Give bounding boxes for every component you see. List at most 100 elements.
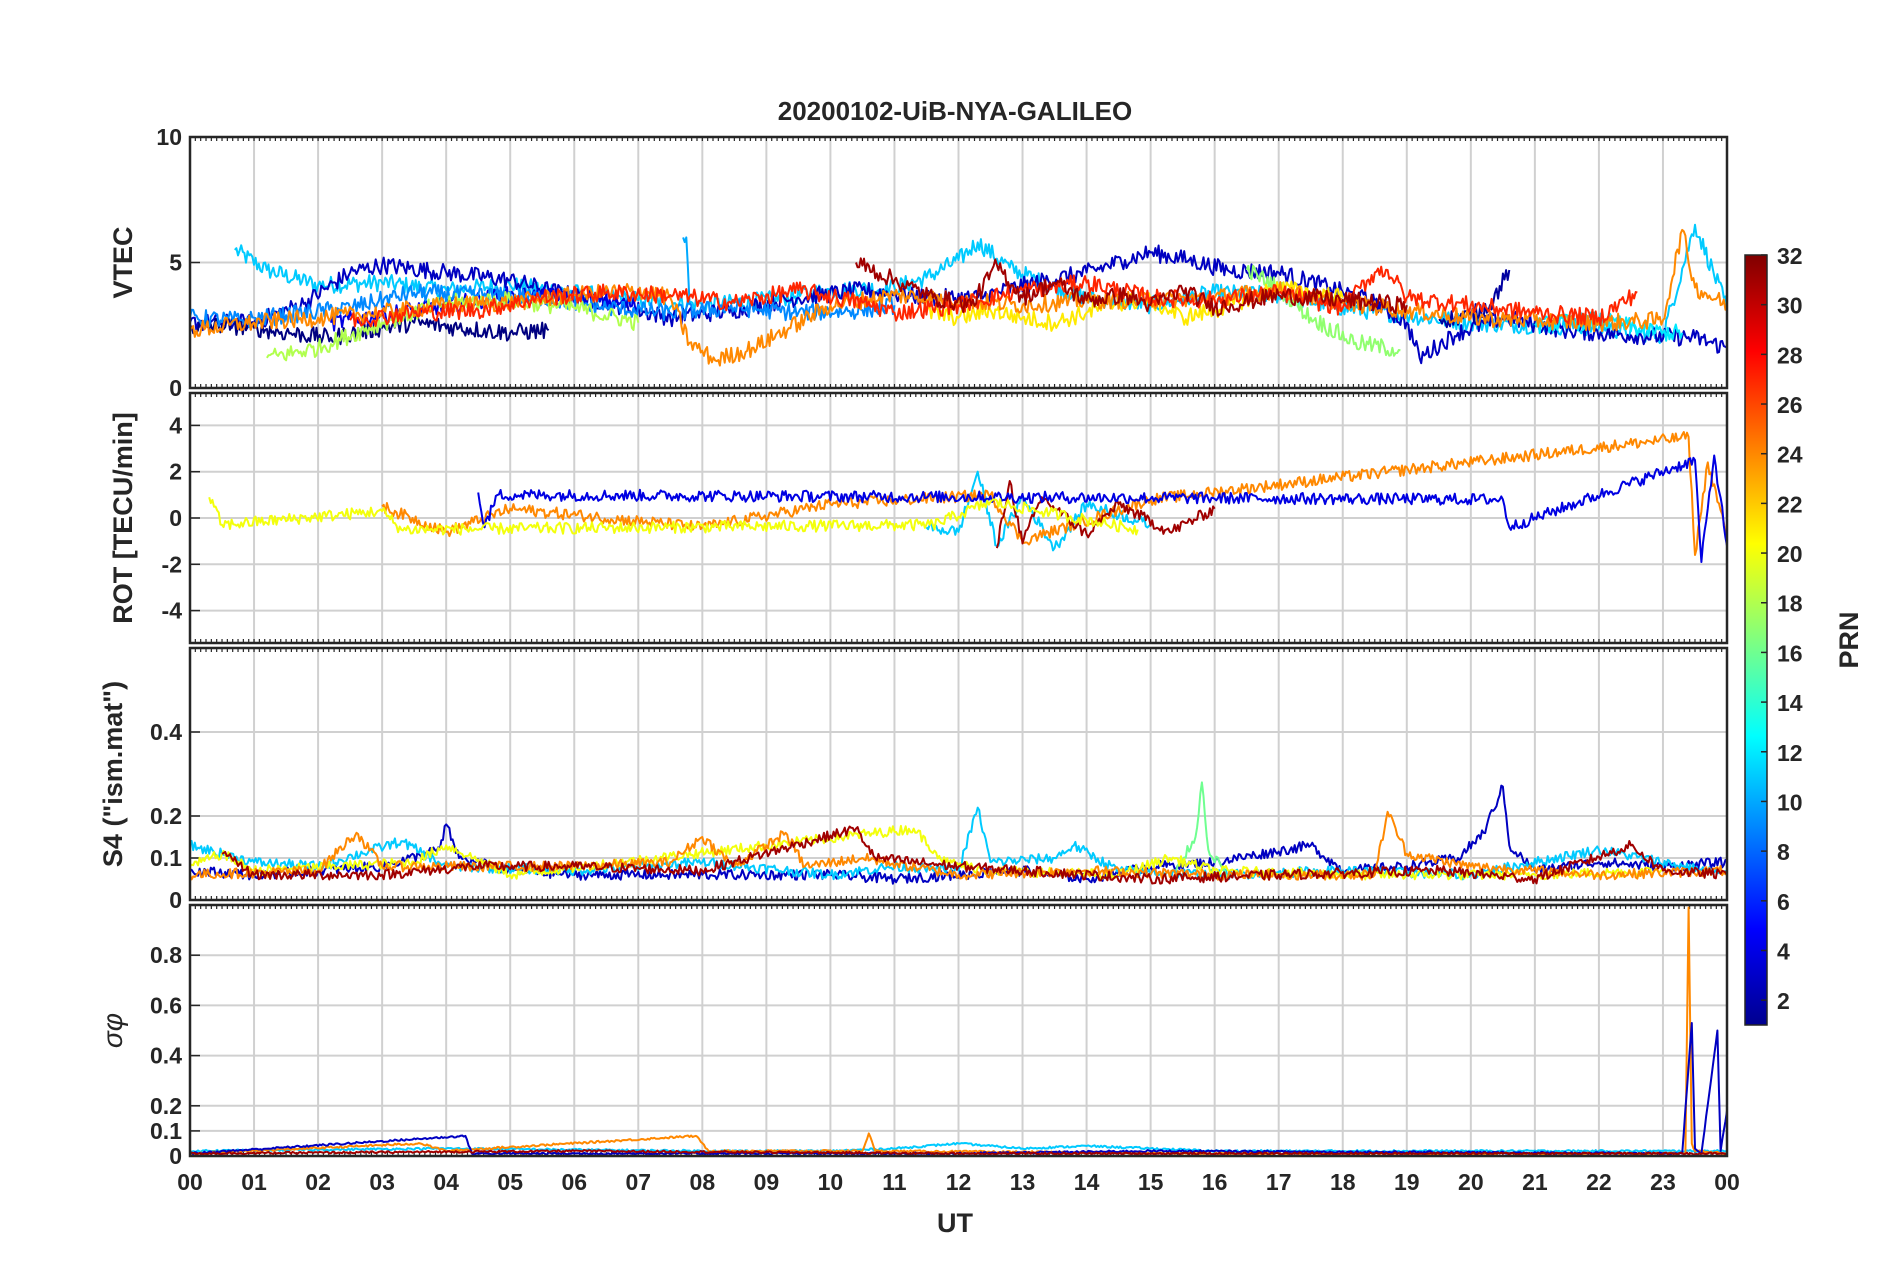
chart-title: 20200102-UiB-NYA-GALILEO: [778, 96, 1133, 126]
series-prn-31: [190, 1149, 1727, 1156]
y-tick-label: 0.6: [150, 992, 182, 1018]
x-tick-label: 14: [1074, 1169, 1100, 1195]
colorbar-tick-label: 22: [1777, 491, 1803, 517]
series-prn-31: [995, 480, 1216, 549]
y-tick-label: -4: [162, 598, 183, 624]
series-prn-11: [234, 223, 1727, 344]
series-prn-4: [477, 454, 1727, 563]
panel-s4: 0 0.1 0.2 0.4 S4 ("ism.mat"): [98, 646, 1729, 913]
traces: [190, 906, 1727, 1156]
x-tick-label: 03: [369, 1169, 395, 1195]
y-tick-label: 2: [169, 459, 182, 485]
colorbar-tick-label: 24: [1777, 442, 1803, 468]
y-tick-label: 0.1: [150, 845, 182, 871]
x-tick-label: 17: [1266, 1169, 1292, 1195]
colorbar-tick-label: 30: [1777, 293, 1803, 319]
y-tick-label: 0: [169, 375, 182, 401]
x-tick-label: 09: [754, 1169, 780, 1195]
x-tick-label: 02: [305, 1169, 331, 1195]
x-tick-label: 00: [1714, 1169, 1740, 1195]
y-tick-label: 0: [169, 505, 182, 531]
colorbar-tick-label: 26: [1777, 392, 1803, 418]
y-tick-label: 0.2: [150, 1093, 182, 1119]
y-tick-label: 5: [169, 250, 182, 276]
x-tick-label: 16: [1202, 1169, 1228, 1195]
y-axis-title: ROT [TECU/min]: [108, 412, 138, 623]
x-tick-label: 05: [497, 1169, 523, 1195]
x-tick-label: 19: [1394, 1169, 1420, 1195]
x-tick-label: 10: [818, 1169, 844, 1195]
x-tick-label: 08: [690, 1169, 716, 1195]
series-prn-31: [221, 825, 1727, 885]
series-prn-11: [190, 806, 1727, 881]
series-prn-27: [349, 265, 1638, 328]
panel-vtec: 0 5 10 VTEC: [108, 124, 1729, 401]
series-prn-11: [190, 1141, 1727, 1153]
colorbar-tick-label: 16: [1777, 640, 1803, 666]
panel-rot: -4 -2 0 2 4 ROT [TECU/min]: [108, 391, 1729, 645]
x-tick-label: 15: [1138, 1169, 1164, 1195]
colorbar-label: PRN: [1834, 611, 1864, 668]
colorbar-tick-label: 2: [1777, 988, 1790, 1014]
y-tick-label: 0: [169, 887, 182, 913]
x-tick-label: 18: [1330, 1169, 1356, 1195]
colorbar-tick-label: 12: [1777, 740, 1803, 766]
colorbar-tick-label: 18: [1777, 591, 1803, 617]
y-tick-label: 0.4: [150, 719, 182, 745]
colorbar-gradient: [1744, 254, 1768, 1026]
y-tick-label: 0.4: [150, 1043, 182, 1069]
y-tick-label: 4: [169, 412, 182, 438]
series-prn-24: [190, 810, 1727, 881]
series-prn-16: [1175, 781, 1229, 878]
x-tick-label: 07: [625, 1169, 651, 1195]
x-tick-label: 20: [1458, 1169, 1484, 1195]
y-tick-label: 0.1: [150, 1118, 182, 1144]
panel-frame: [188, 903, 1729, 1158]
x-tick-label: 06: [561, 1169, 587, 1195]
x-tick-label: 11: [882, 1169, 907, 1195]
y-axis-title: VTEC: [108, 226, 138, 298]
series-prn-20: [208, 496, 1139, 536]
colorbar-tick-label: 10: [1777, 789, 1803, 815]
colorbar-tick-label: 4: [1777, 938, 1790, 964]
x-tick-label: 00: [177, 1169, 203, 1195]
traces: [190, 223, 1727, 367]
x-tick-label: 04: [433, 1169, 459, 1195]
series-prn-31: [855, 257, 1408, 317]
y-tick-label: 0: [169, 1143, 182, 1169]
colorbar-tick-label: 6: [1777, 889, 1790, 915]
x-axis-title: UT: [937, 1208, 973, 1238]
panel-frame: [188, 646, 1729, 902]
colorbar-tick-label: 32: [1777, 243, 1803, 269]
y-tick-label: 0.8: [150, 942, 182, 968]
y-axis-title: S4 ("ism.mat"): [98, 681, 128, 867]
panel-frame: [188, 391, 1729, 645]
series-prn-10: [682, 236, 691, 303]
series-prn-3: [190, 244, 1727, 365]
traces: [190, 781, 1727, 885]
y-tick-label: 10: [156, 124, 182, 150]
panel-frame: [188, 135, 1729, 390]
y-axis-title: σφ: [97, 1013, 128, 1048]
colorbar-tick-label: 14: [1777, 690, 1803, 716]
x-tick-label: 22: [1586, 1169, 1612, 1195]
series-prn-3: [190, 784, 1727, 885]
x-tick-label: 12: [946, 1169, 972, 1195]
y-tick-label: 0.2: [150, 803, 182, 829]
x-tick-label: 23: [1650, 1169, 1676, 1195]
series-prn-24: [381, 431, 1727, 556]
colorbar-tick-label: 20: [1777, 541, 1803, 567]
y-tick-label: -2: [162, 551, 182, 577]
traces: [208, 431, 1727, 563]
series-prn-20: [190, 824, 1664, 881]
colorbar-tick-label: 28: [1777, 342, 1803, 368]
series-prn-18: [266, 291, 640, 362]
colorbar-tick-label: 8: [1777, 839, 1790, 865]
x-tick-label: 13: [1010, 1169, 1036, 1195]
x-axis: 00 01 02 03 04 05 06 07 08 09 10 11 12 13 14 15 16 17 18 19…: [177, 1169, 1740, 1195]
series-prn-12: [1534, 311, 1684, 342]
